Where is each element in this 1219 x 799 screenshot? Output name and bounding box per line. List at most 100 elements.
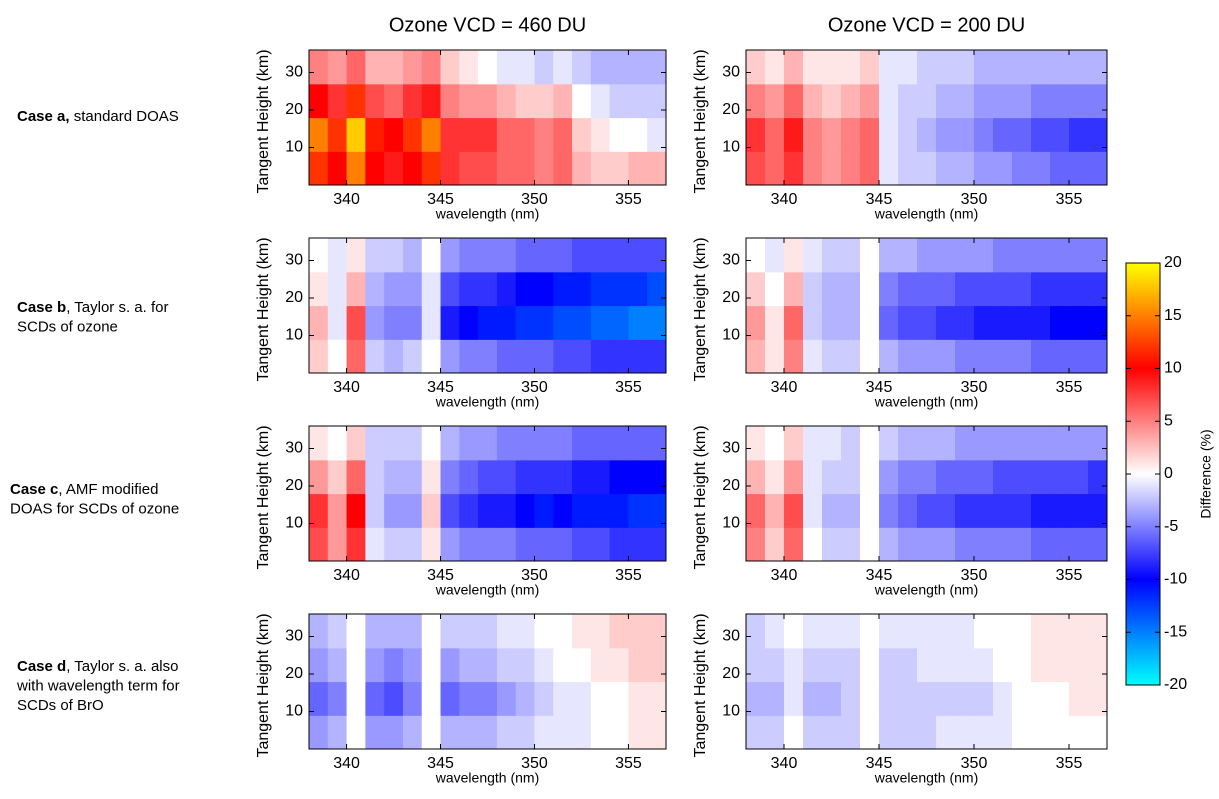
heatmap-cell bbox=[765, 339, 785, 373]
heatmap-cell bbox=[803, 117, 823, 152]
heatmap-cell bbox=[365, 614, 385, 649]
heatmap-cell bbox=[609, 647, 630, 683]
heatmap-cell bbox=[327, 681, 348, 716]
heatmap-cell bbox=[478, 715, 498, 749]
heatmap-cell bbox=[1031, 50, 1051, 85]
heatmap-cell bbox=[993, 647, 1013, 683]
heatmap-cell bbox=[993, 527, 1013, 561]
heatmap-cell bbox=[898, 339, 918, 373]
heatmap-cell bbox=[1012, 459, 1032, 495]
heatmap-cell bbox=[1069, 339, 1089, 373]
heatmap-cell bbox=[384, 50, 404, 85]
y-tick-label: 20 bbox=[722, 289, 740, 306]
heatmap-cell bbox=[459, 493, 479, 528]
row-label: SCDs of ozone bbox=[17, 318, 118, 335]
y-axis-label: Tangent Height (km) bbox=[255, 237, 272, 381]
heatmap-cell bbox=[459, 715, 479, 749]
heatmap-cell bbox=[898, 50, 918, 85]
heatmap-cell bbox=[917, 715, 937, 749]
heatmap-cell bbox=[879, 151, 899, 185]
heatmap-cell bbox=[628, 271, 648, 307]
y-tick-label: 30 bbox=[285, 64, 303, 81]
heatmap-cell bbox=[841, 50, 861, 85]
heatmap-cell bbox=[402, 305, 423, 340]
heatmap-cell bbox=[496, 271, 517, 307]
heatmap-cell bbox=[1050, 271, 1070, 307]
heatmap-cell bbox=[515, 339, 536, 373]
heatmap-cell bbox=[515, 426, 536, 461]
heatmap-cell bbox=[993, 339, 1013, 373]
heatmap-cell bbox=[879, 493, 899, 528]
heatmap-cell bbox=[459, 681, 479, 716]
heatmap-cell bbox=[515, 117, 536, 152]
heatmap-cell bbox=[1050, 117, 1070, 152]
y-tick-label: 30 bbox=[722, 628, 740, 645]
heatmap-cell bbox=[974, 151, 994, 185]
heatmap-cell bbox=[822, 271, 842, 307]
heatmap-cell bbox=[936, 339, 956, 373]
heatmap-cell bbox=[440, 117, 460, 152]
heatmap-cell bbox=[822, 339, 842, 373]
heatmap-cell bbox=[384, 305, 404, 340]
heatmap-cell bbox=[384, 151, 404, 185]
axes-box bbox=[308, 237, 667, 374]
heatmap-cell bbox=[590, 459, 611, 495]
heatmap-cell bbox=[553, 426, 573, 461]
colorbar-tick-label: -5 bbox=[1164, 518, 1178, 535]
y-axis-label: Tangent Height (km) bbox=[255, 425, 272, 569]
heatmap-cell bbox=[841, 339, 861, 373]
heatmap-cell bbox=[974, 459, 994, 495]
heatmap-cell bbox=[993, 614, 1013, 649]
heatmap-cell bbox=[327, 459, 348, 495]
x-tick-label: 345 bbox=[866, 755, 893, 772]
x-tick-label: 340 bbox=[333, 755, 360, 772]
heatmap-cell bbox=[860, 681, 880, 716]
heatmap-cell bbox=[860, 117, 880, 152]
heatmap-cell bbox=[590, 527, 611, 561]
heatmap-cell bbox=[346, 493, 366, 528]
x-tick-label: 340 bbox=[771, 567, 798, 584]
heatmap-cell bbox=[609, 681, 630, 716]
heatmap-cell bbox=[898, 459, 918, 495]
x-tick-label: 340 bbox=[771, 755, 798, 772]
y-tick-label: 30 bbox=[285, 440, 303, 457]
heatmap-cell bbox=[803, 339, 823, 373]
x-axis-label: wavelength (nm) bbox=[874, 770, 979, 786]
heatmap-cell bbox=[1069, 715, 1089, 749]
heatmap-cell bbox=[402, 339, 423, 373]
x-axis-label: wavelength (nm) bbox=[874, 394, 979, 410]
heatmap-cell bbox=[936, 647, 956, 683]
x-tick-label: 350 bbox=[521, 379, 548, 396]
y-tick-label: 10 bbox=[722, 515, 740, 532]
heatmap-cell bbox=[784, 527, 804, 561]
heatmap-cell bbox=[365, 117, 385, 152]
heatmap-cell bbox=[1012, 493, 1032, 528]
heatmap-cell bbox=[459, 50, 479, 85]
heatmap-cell bbox=[898, 305, 918, 340]
heatmap-cell bbox=[572, 50, 592, 85]
heatmap-cell bbox=[1069, 493, 1089, 528]
heatmap-cell bbox=[459, 527, 479, 561]
heatmap-cell bbox=[647, 83, 666, 119]
heatmap-cell bbox=[1088, 50, 1107, 85]
heatmap-cell bbox=[1050, 151, 1070, 185]
heatmap-cell bbox=[784, 117, 804, 152]
heatmap-cell bbox=[1088, 238, 1107, 273]
heatmap-cell bbox=[936, 151, 956, 185]
heatmap-cell bbox=[1031, 614, 1051, 649]
heatmap-cell bbox=[309, 83, 329, 119]
heatmap-cell bbox=[572, 151, 592, 185]
heatmap-cell bbox=[647, 117, 666, 152]
x-axis-label: wavelength (nm) bbox=[435, 394, 540, 410]
heatmap-cell bbox=[879, 305, 899, 340]
heatmap-cell bbox=[478, 83, 498, 119]
heatmap-cell bbox=[746, 681, 766, 716]
heatmap-cell bbox=[421, 238, 442, 273]
heatmap-cell bbox=[784, 271, 804, 307]
heatmap-cell bbox=[841, 151, 861, 185]
heatmap-cell bbox=[647, 647, 666, 683]
heatmap-cell bbox=[822, 238, 842, 273]
heatmap-cell bbox=[860, 339, 880, 373]
x-tick-label: 350 bbox=[521, 755, 548, 772]
heatmap-cell bbox=[879, 117, 899, 152]
